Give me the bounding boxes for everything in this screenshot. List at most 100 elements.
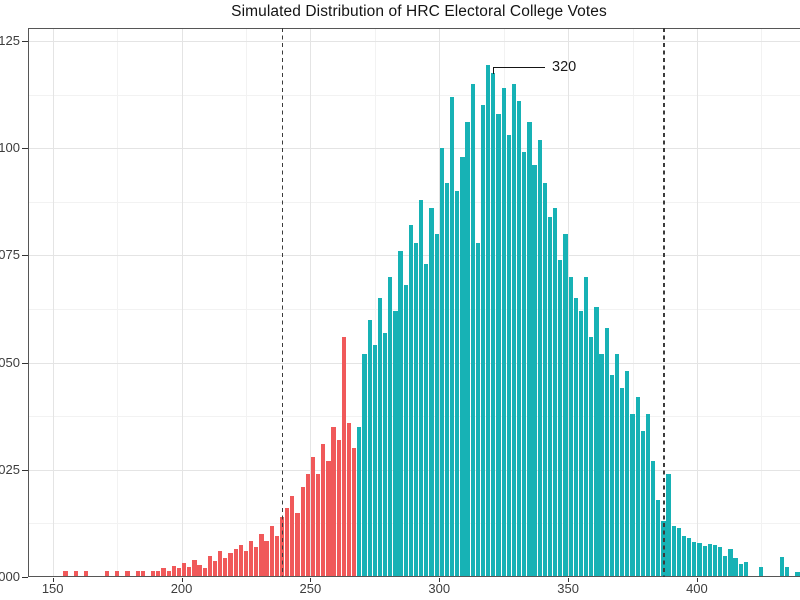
histogram-bar xyxy=(568,276,573,576)
histogram-bar xyxy=(728,549,733,576)
histogram-bar xyxy=(795,571,800,576)
histogram-bar xyxy=(558,259,563,576)
histogram-bar xyxy=(197,564,202,576)
histogram-bar xyxy=(295,512,300,576)
x-axis-tick xyxy=(568,577,570,582)
histogram-bar xyxy=(455,191,460,576)
histogram-bar xyxy=(444,182,450,576)
histogram-bar xyxy=(723,555,728,576)
x-tick-label: 200 xyxy=(170,581,193,596)
histogram-bar xyxy=(692,541,697,576)
histogram-bar xyxy=(506,135,511,576)
x-tick-label: 350 xyxy=(557,581,579,596)
histogram-bar xyxy=(192,559,197,576)
histogram-bar xyxy=(645,414,651,576)
histogram-bar xyxy=(269,525,274,576)
histogram-bar xyxy=(578,311,584,576)
x-major-gridline xyxy=(52,28,54,577)
histogram-bar xyxy=(274,536,280,576)
histogram-bar xyxy=(738,564,743,576)
histogram-bar xyxy=(326,461,331,576)
histogram-bar xyxy=(718,546,723,576)
x-major-gridline xyxy=(310,28,312,577)
histogram-bar xyxy=(352,448,357,576)
histogram-bar xyxy=(475,242,481,576)
x-minor-gridline xyxy=(374,28,376,577)
y-minor-gridline xyxy=(28,94,800,96)
histogram-bar xyxy=(207,555,213,576)
annotation-pointer-line xyxy=(493,67,545,69)
y-tick-label: 000 xyxy=(0,569,20,584)
histogram-bar xyxy=(707,543,712,576)
histogram-bar xyxy=(151,571,156,576)
histogram-bar xyxy=(553,208,558,576)
histogram-bar xyxy=(300,486,305,576)
x-tick-label: 400 xyxy=(686,581,708,596)
histogram-bar xyxy=(486,64,491,576)
histogram-bar xyxy=(424,263,429,576)
histogram-bar xyxy=(429,208,434,576)
histogram-bar xyxy=(403,285,408,576)
histogram-bar xyxy=(161,567,166,576)
histogram-bar xyxy=(223,558,228,576)
histogram-bar xyxy=(357,426,362,576)
histogram-bar xyxy=(671,525,676,576)
histogram-bar xyxy=(589,336,594,576)
histogram-bar xyxy=(584,276,589,576)
x-minor-gridline xyxy=(245,28,247,577)
x-minor-gridline xyxy=(761,28,763,577)
histogram-bar xyxy=(238,544,243,576)
annotation-pointer-elbow xyxy=(493,67,495,74)
histogram-bar xyxy=(470,83,475,576)
histogram-bar xyxy=(212,560,218,576)
histogram-bar xyxy=(620,388,625,576)
histogram-bar xyxy=(362,354,367,576)
histogram-bar xyxy=(114,571,120,576)
histogram-bar xyxy=(501,88,506,576)
x-axis-tick xyxy=(52,577,54,582)
histogram-bar xyxy=(537,139,542,576)
histogram-bar xyxy=(331,426,336,576)
histogram-bar xyxy=(450,96,455,576)
histogram-bar xyxy=(104,571,109,576)
x-axis-tick xyxy=(439,577,441,582)
histogram-bar xyxy=(419,199,424,576)
histogram-bar xyxy=(434,233,439,576)
histogram-bar xyxy=(465,122,470,576)
histogram-bar xyxy=(156,571,161,576)
histogram-bar xyxy=(702,546,707,576)
y-tick-label: 125 xyxy=(0,33,20,48)
histogram-bar xyxy=(614,354,620,576)
histogram-bar xyxy=(393,311,398,576)
histogram-bar xyxy=(779,556,785,576)
histogram-bar xyxy=(511,83,517,576)
y-axis-tick xyxy=(21,362,28,364)
histogram-bar xyxy=(625,371,630,576)
x-axis-tick xyxy=(696,577,698,582)
histogram-bar xyxy=(125,571,130,576)
histogram-bar xyxy=(635,396,640,576)
histogram-bar xyxy=(460,156,465,576)
histogram-bar xyxy=(346,422,352,576)
histogram-bar xyxy=(599,354,604,576)
reference-vline xyxy=(663,28,665,577)
histogram-bar xyxy=(604,328,609,576)
histogram-bar xyxy=(743,561,749,576)
y-axis-tick xyxy=(21,41,28,42)
histogram-bar xyxy=(480,105,486,576)
histogram-bar xyxy=(310,456,316,576)
histogram-bar xyxy=(547,216,553,576)
histogram-bar xyxy=(305,474,310,576)
histogram-bar xyxy=(249,540,254,576)
y-axis-tick xyxy=(21,148,28,150)
histogram-bar xyxy=(594,306,599,576)
histogram-bar xyxy=(254,546,259,576)
histogram-bar xyxy=(135,571,140,576)
histogram-bar xyxy=(712,544,718,576)
x-major-gridline xyxy=(181,28,183,577)
histogram-bar xyxy=(676,527,682,576)
histogram-bar xyxy=(640,431,645,576)
histogram-bar xyxy=(609,375,615,576)
x-tick-label: 150 xyxy=(41,581,64,596)
histogram-bar xyxy=(187,566,192,576)
